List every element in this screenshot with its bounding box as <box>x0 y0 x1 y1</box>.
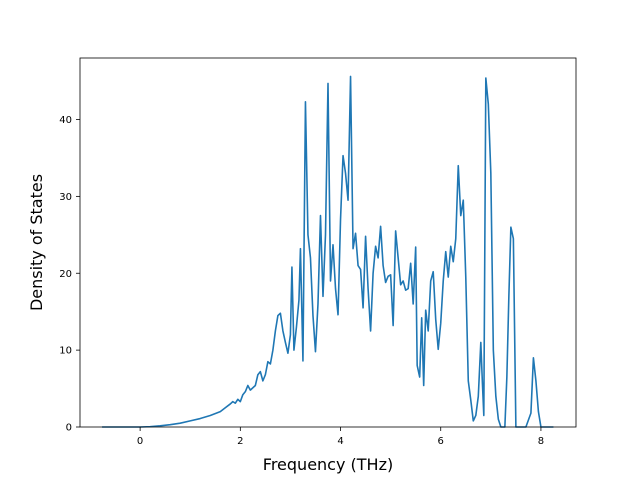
y-tick-label: 30 <box>59 192 72 203</box>
x-axis-ticks: 0 2 4 6 8 <box>137 427 544 447</box>
dos-series-line <box>102 75 554 428</box>
x-axis-label: Frequency (THz) <box>263 455 393 474</box>
x-tick-label: 6 <box>438 436 444 447</box>
y-tick-label: 20 <box>59 269 72 280</box>
axes-frame <box>79 57 577 428</box>
y-axis-label: Density of States <box>27 174 46 311</box>
x-tick-label: 4 <box>337 436 343 447</box>
x-tick-label: 0 <box>137 436 143 447</box>
plot-area <box>79 57 577 428</box>
y-axis-ticks: 0 10 20 30 40 <box>59 115 80 434</box>
y-tick-label: 40 <box>59 115 72 126</box>
x-tick-label: 8 <box>538 436 544 447</box>
y-tick-label: 0 <box>66 423 72 434</box>
x-tick-label: 2 <box>237 436 243 447</box>
y-tick-label: 10 <box>59 346 72 357</box>
